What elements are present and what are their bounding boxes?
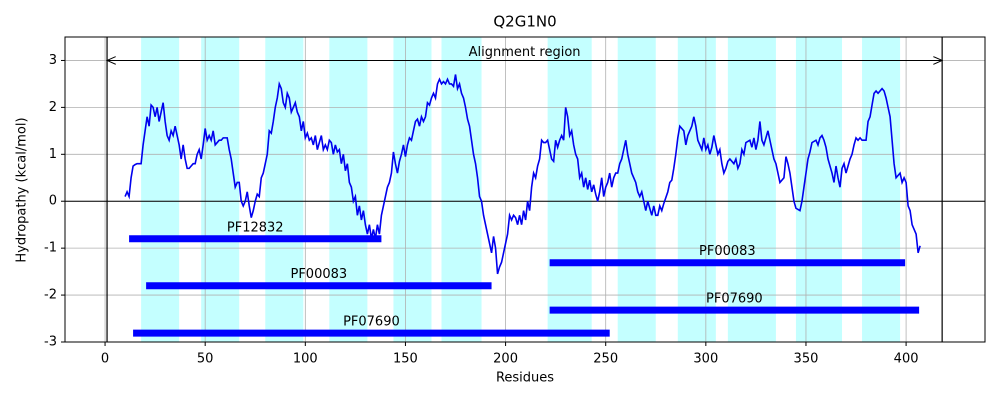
y-axis-label: Hydropathy (kcal/mol) bbox=[15, 117, 30, 262]
chart-title: Q2G1N0 bbox=[493, 13, 556, 31]
x-tick-label: 250 bbox=[593, 352, 618, 367]
x-tick-label: 400 bbox=[894, 352, 919, 367]
alignment-label: Alignment region bbox=[469, 45, 581, 60]
y-tick-label: 3 bbox=[49, 53, 57, 68]
region bbox=[441, 37, 482, 342]
x-tick-label: 200 bbox=[493, 352, 518, 367]
x-tick-label: 100 bbox=[293, 352, 318, 367]
domain-label: PF12832 bbox=[227, 220, 284, 235]
domain-label: PF07690 bbox=[706, 292, 763, 307]
region bbox=[393, 37, 432, 342]
x-tick-label: 150 bbox=[393, 352, 418, 367]
region bbox=[201, 37, 240, 342]
region bbox=[547, 37, 592, 342]
region bbox=[329, 37, 368, 342]
x-tick-label: 0 bbox=[101, 352, 109, 367]
y-tick-label: -3 bbox=[44, 335, 57, 350]
hydropathy-line bbox=[124, 74, 921, 275]
domain-label: PF00083 bbox=[290, 267, 347, 282]
y-tick-label: 2 bbox=[49, 100, 57, 115]
x-axis-label: Residues bbox=[496, 371, 554, 386]
region bbox=[677, 37, 716, 342]
y-tick-label: -2 bbox=[44, 288, 57, 303]
region bbox=[265, 37, 304, 342]
x-tick-label: 350 bbox=[794, 352, 819, 367]
region bbox=[141, 37, 180, 342]
region bbox=[727, 37, 776, 342]
domain-label: PF07690 bbox=[343, 315, 400, 330]
domain-label: PF00083 bbox=[699, 244, 756, 259]
x-tick-label: 300 bbox=[693, 352, 718, 367]
y-tick-label: 0 bbox=[49, 194, 57, 209]
y-tick-label: 1 bbox=[49, 147, 57, 162]
y-tick-label: -1 bbox=[44, 241, 57, 256]
plot-frame bbox=[64, 36, 986, 343]
region bbox=[862, 37, 901, 342]
x-tick-label: 50 bbox=[197, 352, 214, 367]
